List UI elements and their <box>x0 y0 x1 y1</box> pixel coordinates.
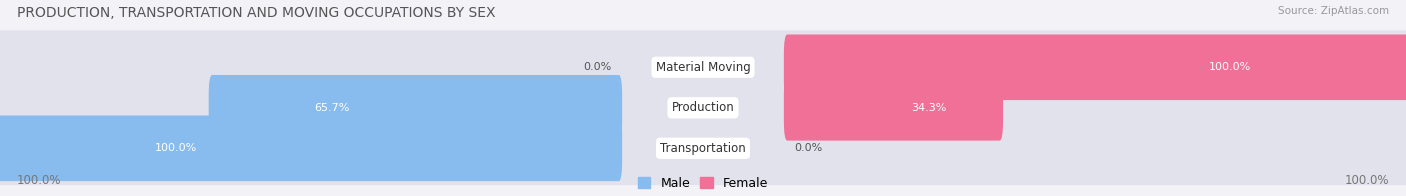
Text: PRODUCTION, TRANSPORTATION AND MOVING OCCUPATIONS BY SEX: PRODUCTION, TRANSPORTATION AND MOVING OC… <box>17 6 495 20</box>
Text: Production: Production <box>672 101 734 114</box>
Text: 0.0%: 0.0% <box>583 62 612 72</box>
FancyBboxPatch shape <box>785 75 1002 141</box>
Text: 65.7%: 65.7% <box>314 103 349 113</box>
FancyBboxPatch shape <box>0 71 1406 145</box>
Text: 100.0%: 100.0% <box>155 143 197 153</box>
Text: 0.0%: 0.0% <box>794 143 823 153</box>
Text: Source: ZipAtlas.com: Source: ZipAtlas.com <box>1278 6 1389 16</box>
Legend: Male, Female: Male, Female <box>638 177 768 190</box>
FancyBboxPatch shape <box>785 34 1406 100</box>
FancyBboxPatch shape <box>208 75 621 141</box>
FancyBboxPatch shape <box>0 115 621 181</box>
FancyBboxPatch shape <box>0 112 1406 185</box>
Text: 100.0%: 100.0% <box>1344 174 1389 187</box>
Text: Transportation: Transportation <box>661 142 745 155</box>
Text: Material Moving: Material Moving <box>655 61 751 74</box>
FancyBboxPatch shape <box>0 30 1406 104</box>
Text: 100.0%: 100.0% <box>1209 62 1251 72</box>
Text: 34.3%: 34.3% <box>911 103 946 113</box>
Text: 100.0%: 100.0% <box>17 174 62 187</box>
